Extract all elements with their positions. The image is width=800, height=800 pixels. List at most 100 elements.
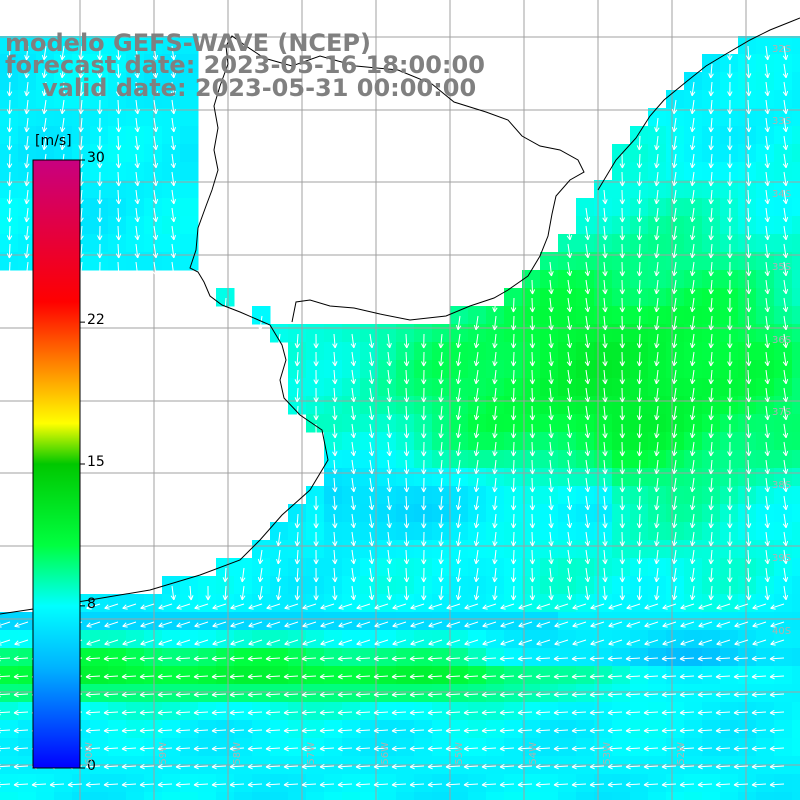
longitude-label: 57W [306,742,317,765]
wind-arrow [727,117,733,133]
wind-cell [666,522,685,541]
wind-cell [720,486,739,505]
wind-cell [558,324,577,343]
wind-cell [756,648,775,667]
wind-cell [666,612,685,631]
wind-cell [684,270,703,289]
wind-cell [486,576,505,595]
wind-cell [450,522,469,541]
wind-arrow [350,405,357,421]
wind-cell [594,522,613,541]
wind-cell [774,162,793,181]
wind-cell [0,216,19,235]
wind-cell [108,54,127,73]
wind-cell [144,612,163,631]
wind-cell [684,540,703,559]
wind-arrow [6,81,13,97]
colorbar-tick-label: 15 [87,454,105,470]
wind-cell [180,576,199,595]
wind-cell [414,450,433,469]
wind-cell [180,108,199,127]
wind-cell [144,774,163,793]
wind-cell [594,360,613,379]
wind-arrow [619,225,625,241]
wind-cell [216,288,235,307]
wind-cell [126,648,145,667]
wind-arrow [59,81,66,97]
wind-cell [792,180,800,199]
wind-cell [738,126,757,145]
wind-cell [90,792,109,800]
wind-arrow [689,243,696,259]
wind-cell [612,270,631,289]
wind-cell [270,792,289,800]
wind-arrow [636,225,643,241]
wind-cell [432,792,451,800]
wind-cell [486,684,505,703]
wind-cell [540,378,559,397]
wind-cell [792,666,800,685]
wind-arrow [636,387,643,403]
wind-arrow [689,369,696,385]
wind-cell [612,612,631,631]
wind-arrow [727,369,733,385]
wind-cell [162,126,181,145]
wind-cell [630,738,649,757]
wind-cell [324,666,343,685]
wind-arrow [97,45,103,61]
wind-cell [756,414,775,433]
wind-arrow [24,135,30,151]
wind-cell [90,648,109,667]
wind-cell [684,306,703,325]
wind-cell [702,702,721,721]
wind-cell [126,774,145,793]
wind-cell [162,252,181,271]
wind-arrow [619,279,625,295]
wind-cell [648,702,667,721]
wind-arrow [602,207,608,223]
wind-arrow [134,207,140,223]
wind-cell [684,666,703,685]
wind-cell [162,180,181,199]
wind-cell [378,594,397,613]
wind-cell [180,54,199,73]
wind-cell [612,234,631,253]
wind-cell [504,774,523,793]
wind-arrow [78,99,84,115]
wind-cell [324,648,343,667]
wind-cell [738,324,757,343]
wind-arrow [782,261,789,277]
wind-cell [666,540,685,559]
wind-cell [306,648,325,667]
wind-cell [738,486,757,505]
wind-cell [648,522,667,541]
wind-cell [126,792,145,800]
wind-cell [18,774,37,793]
wind-arrow [745,153,752,169]
wind-cell [378,630,397,649]
wind-cell [54,108,73,127]
wind-cell [324,720,343,739]
wind-cell [756,594,775,613]
wind-arrow [619,261,625,277]
wind-cell [504,792,523,800]
wind-arrow [602,315,608,331]
wind-cell [522,522,541,541]
wind-cell [576,666,595,685]
wind-arrow [41,99,48,115]
wind-cell [630,702,649,721]
wind-cell [756,126,775,145]
wind-cell [18,36,37,55]
wind-cell [486,648,505,667]
wind-cell [270,648,289,667]
wind-arrow [134,135,140,151]
wind-cell [468,414,487,433]
wind-cell [612,576,631,595]
wind-cell [702,270,721,289]
wind-cell [270,558,289,577]
wind-arrow [671,207,678,223]
wind-cell [666,792,685,800]
wind-cell [594,378,613,397]
wind-arrow [619,315,625,331]
wind-cell [306,486,325,505]
